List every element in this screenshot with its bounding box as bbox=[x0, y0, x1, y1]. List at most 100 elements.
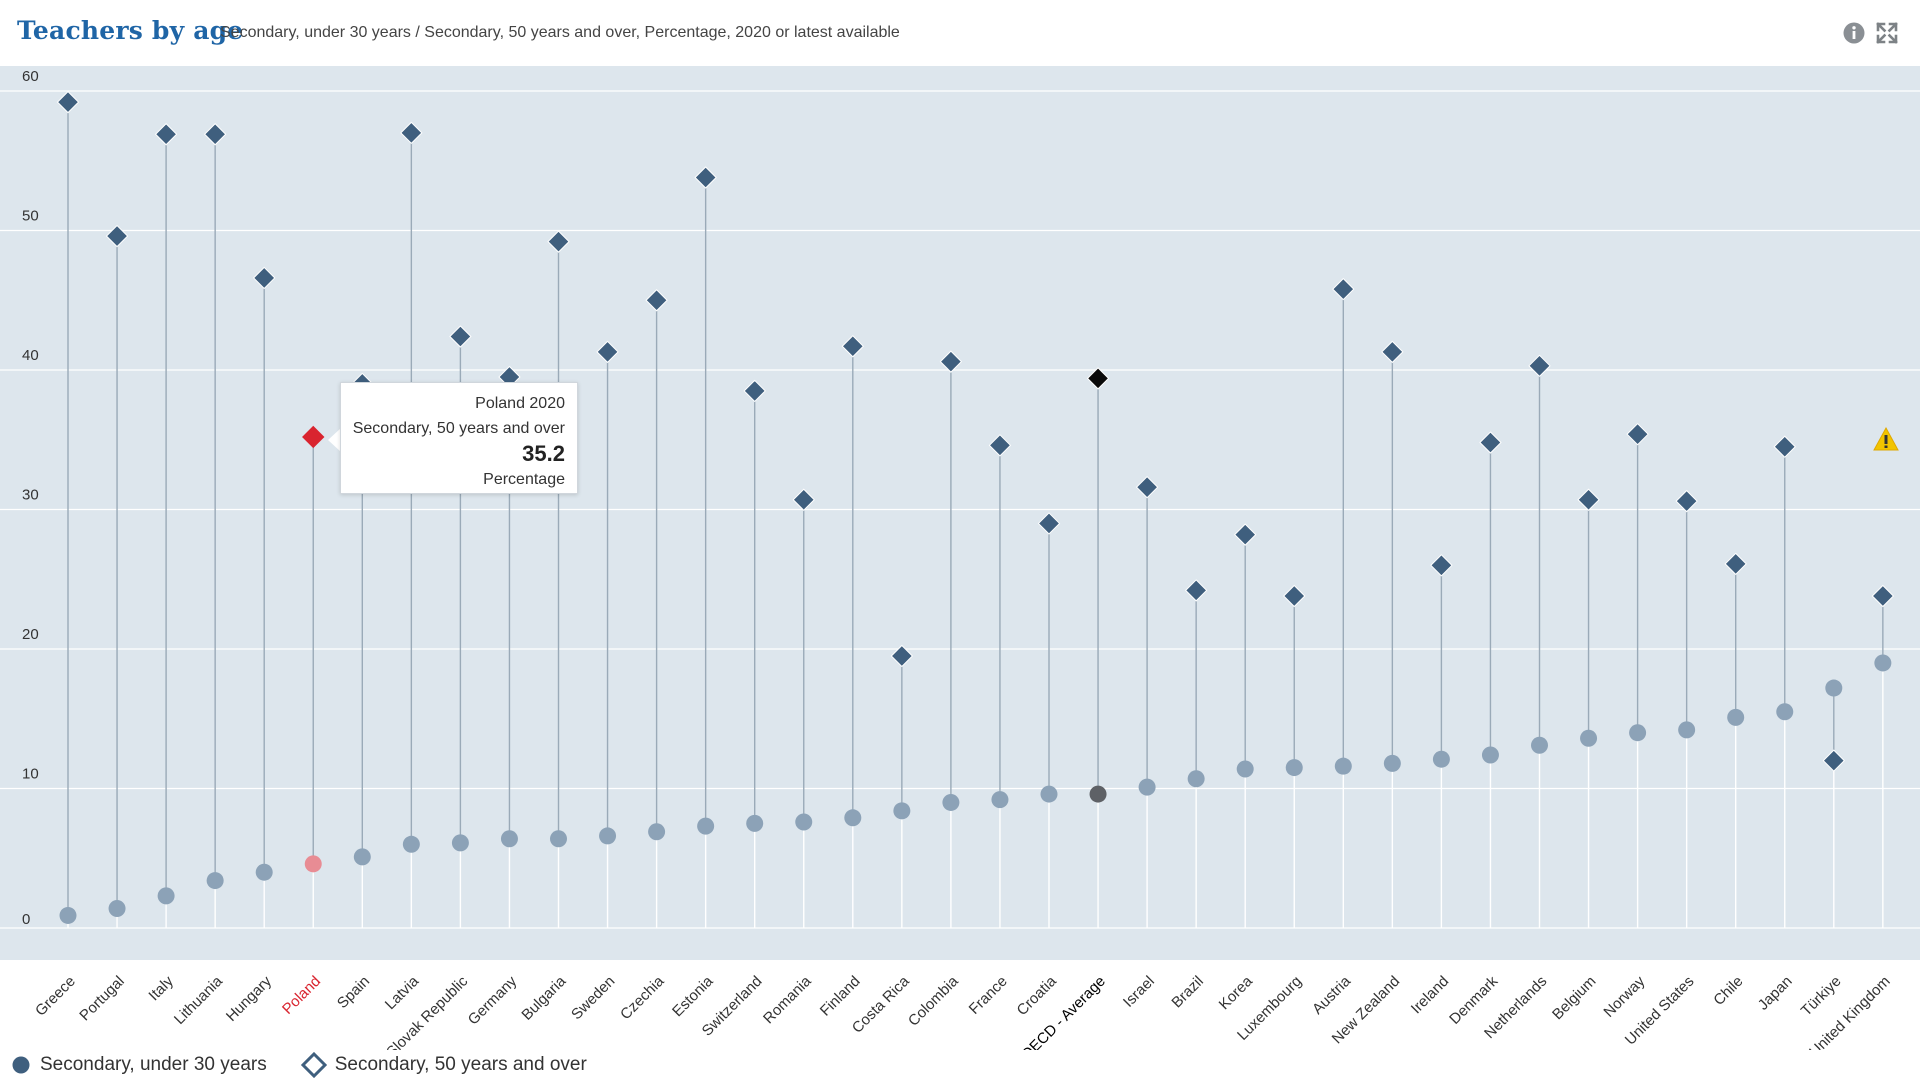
x-tick-label[interactable]: France bbox=[966, 973, 1011, 1018]
data-point-50-and-over[interactable] bbox=[694, 166, 717, 189]
data-point-under-30[interactable] bbox=[206, 872, 224, 890]
legend-item-under-30[interactable]: Secondary, under 30 years bbox=[10, 1054, 267, 1076]
data-point-50-and-over[interactable] bbox=[792, 488, 815, 511]
x-tick-label[interactable]: Romania bbox=[760, 972, 815, 1027]
data-point-50-and-over[interactable] bbox=[203, 123, 227, 146]
data-point-50-and-over[interactable] bbox=[1430, 554, 1453, 577]
data-point-under-30[interactable] bbox=[1334, 757, 1352, 775]
data-point-50-and-over[interactable] bbox=[939, 350, 963, 373]
x-tick-label[interactable]: Belgium bbox=[1549, 973, 1599, 1023]
data-point-under-30[interactable] bbox=[648, 823, 666, 841]
data-point-50-and-over[interactable] bbox=[596, 340, 619, 364]
x-tick-label[interactable]: Sweden bbox=[568, 973, 618, 1023]
x-tick-label[interactable]: Greece bbox=[32, 973, 79, 1020]
data-point-under-30[interactable] bbox=[844, 809, 862, 827]
x-tick-label[interactable]: Israel bbox=[1120, 973, 1158, 1011]
data-point-50-and-over[interactable] bbox=[645, 289, 668, 312]
data-point-under-30[interactable] bbox=[353, 848, 371, 866]
data-point-under-30[interactable] bbox=[1187, 770, 1205, 788]
data-point-50-and-over[interactable] bbox=[1233, 523, 1257, 546]
x-tick-label[interactable]: Italy bbox=[145, 972, 177, 1004]
x-tick-label[interactable]: Hungary bbox=[223, 972, 275, 1024]
data-point-under-30[interactable] bbox=[59, 906, 77, 924]
data-point-50-and-over[interactable] bbox=[988, 434, 1012, 457]
x-tick-label[interactable]: Estonia bbox=[669, 972, 717, 1020]
data-point-under-30[interactable] bbox=[157, 887, 175, 905]
x-tick-label[interactable]: Austria bbox=[1309, 972, 1354, 1017]
x-tick-label[interactable]: Bulgaria bbox=[518, 972, 569, 1023]
data-point-under-30[interactable] bbox=[1040, 785, 1058, 803]
data-point-under-30[interactable] bbox=[550, 830, 567, 848]
data-point-under-30[interactable] bbox=[1678, 721, 1696, 739]
warning-icon[interactable] bbox=[1873, 426, 1899, 451]
data-point-50-and-over[interactable] bbox=[1479, 431, 1502, 454]
data-point-under-30[interactable] bbox=[893, 802, 911, 820]
data-point-under-30[interactable] bbox=[1580, 729, 1598, 747]
x-tick-label[interactable]: Slovak Republic bbox=[383, 972, 471, 1050]
x-tick-label[interactable]: Japan bbox=[1755, 973, 1796, 1014]
data-point-under-30[interactable] bbox=[599, 827, 617, 845]
data-point-50-and-over[interactable] bbox=[1086, 367, 1110, 390]
data-point-under-30[interactable] bbox=[1825, 679, 1843, 697]
data-point-50-and-over[interactable] bbox=[1283, 584, 1306, 608]
data-point-under-30[interactable] bbox=[1089, 785, 1107, 803]
info-icon[interactable] bbox=[1842, 21, 1866, 45]
x-tick-label[interactable]: Latvia bbox=[382, 972, 423, 1013]
data-point-50-and-over[interactable] bbox=[105, 224, 129, 248]
x-tick-label[interactable]: Spain bbox=[334, 973, 373, 1012]
data-point-50-and-over[interactable] bbox=[302, 425, 325, 449]
data-point-50-and-over[interactable] bbox=[1381, 340, 1404, 364]
data-point-50-and-over[interactable] bbox=[56, 90, 80, 114]
x-tick-label[interactable]: Korea bbox=[1216, 972, 1257, 1013]
data-point-under-30[interactable] bbox=[1629, 724, 1647, 742]
data-point-under-30[interactable] bbox=[746, 814, 764, 832]
data-point-50-and-over[interactable] bbox=[547, 230, 570, 253]
data-point-50-and-over[interactable] bbox=[1871, 584, 1895, 608]
data-point-under-30[interactable] bbox=[108, 899, 126, 917]
data-point-50-and-over[interactable] bbox=[1332, 277, 1355, 301]
x-tick-label[interactable]: Czechia bbox=[617, 972, 668, 1023]
x-tick-label[interactable]: Portugal bbox=[76, 973, 128, 1025]
data-point-under-30[interactable] bbox=[1236, 760, 1254, 778]
expand-icon[interactable] bbox=[1875, 21, 1899, 45]
data-point-under-30[interactable] bbox=[991, 791, 1009, 809]
data-point-50-and-over[interactable] bbox=[1773, 435, 1796, 458]
data-point-under-30[interactable] bbox=[697, 817, 715, 835]
x-tick-label[interactable]: Türkiye bbox=[1798, 973, 1845, 1020]
data-point-under-30[interactable] bbox=[255, 863, 273, 881]
data-point-under-30[interactable] bbox=[451, 834, 469, 852]
data-point-under-30[interactable] bbox=[1531, 736, 1548, 754]
data-point-50-and-over[interactable] bbox=[1724, 552, 1747, 576]
data-point-50-and-over[interactable] bbox=[1135, 475, 1159, 499]
data-point-under-30[interactable] bbox=[1138, 778, 1156, 796]
data-point-under-30[interactable] bbox=[1776, 703, 1794, 721]
x-tick-label[interactable]: United Kingdom bbox=[1806, 973, 1893, 1050]
data-point-50-and-over[interactable] bbox=[1822, 749, 1846, 772]
data-point-50-and-over[interactable] bbox=[1037, 512, 1061, 535]
data-point-50-and-over[interactable] bbox=[154, 123, 178, 146]
data-point-under-30[interactable] bbox=[942, 793, 960, 811]
data-point-under-30[interactable] bbox=[500, 830, 518, 848]
x-tick-label[interactable]: Norway bbox=[1600, 972, 1648, 1020]
x-tick-label[interactable]: Lithuania bbox=[171, 972, 227, 1028]
data-point-50-and-over[interactable] bbox=[1577, 488, 1600, 511]
x-tick-label[interactable]: Brazil bbox=[1168, 973, 1207, 1012]
x-tick-label[interactable]: Chile bbox=[1710, 973, 1746, 1009]
data-point-under-30[interactable] bbox=[1432, 750, 1450, 768]
data-point-50-and-over[interactable] bbox=[252, 266, 276, 290]
data-point-50-and-over[interactable] bbox=[1184, 579, 1208, 602]
x-tick-label[interactable]: Colombia bbox=[905, 972, 962, 1029]
data-point-50-and-over[interactable] bbox=[449, 325, 472, 348]
legend-item-50-and-over[interactable]: Secondary, 50 years and over bbox=[300, 1052, 587, 1078]
data-point-50-and-over[interactable] bbox=[1675, 489, 1698, 513]
data-point-50-and-over[interactable] bbox=[841, 335, 865, 358]
x-tick-label[interactable]: Croatia bbox=[1014, 972, 1061, 1019]
data-point-under-30[interactable] bbox=[1383, 754, 1401, 772]
data-point-50-and-over[interactable] bbox=[743, 379, 766, 403]
data-point-50-and-over[interactable] bbox=[890, 644, 914, 668]
data-point-under-30[interactable] bbox=[1481, 746, 1499, 764]
data-point-50-and-over[interactable] bbox=[1528, 354, 1551, 378]
data-point-under-30[interactable] bbox=[1874, 654, 1892, 672]
data-point-50-and-over[interactable] bbox=[1626, 422, 1649, 446]
data-point-under-30[interactable] bbox=[1727, 708, 1745, 726]
